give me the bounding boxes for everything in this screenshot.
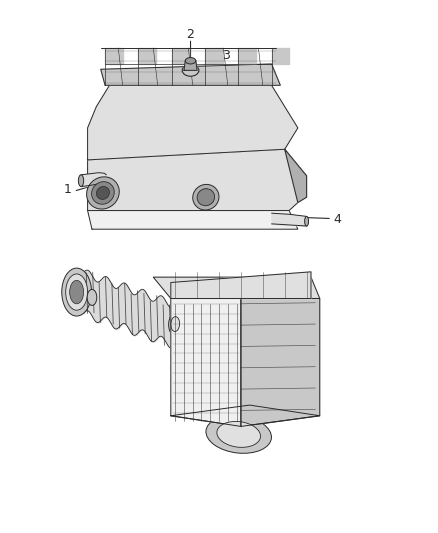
Ellipse shape — [66, 274, 88, 310]
Polygon shape — [101, 64, 280, 85]
Polygon shape — [172, 48, 189, 64]
Polygon shape — [171, 272, 311, 298]
Polygon shape — [171, 405, 320, 426]
Polygon shape — [184, 61, 197, 70]
Polygon shape — [88, 149, 307, 211]
Ellipse shape — [171, 317, 180, 332]
Ellipse shape — [169, 313, 182, 335]
Polygon shape — [171, 298, 241, 426]
Polygon shape — [241, 298, 320, 426]
Polygon shape — [205, 48, 223, 64]
Ellipse shape — [96, 187, 110, 199]
Polygon shape — [88, 211, 298, 229]
Text: 1: 1 — [64, 183, 72, 196]
Ellipse shape — [70, 280, 84, 304]
Ellipse shape — [193, 184, 219, 210]
Ellipse shape — [197, 189, 215, 206]
Polygon shape — [153, 277, 320, 298]
Ellipse shape — [87, 177, 119, 209]
Ellipse shape — [92, 182, 114, 204]
Ellipse shape — [182, 64, 199, 76]
Ellipse shape — [206, 416, 272, 453]
Polygon shape — [105, 48, 123, 64]
Text: 3: 3 — [222, 50, 230, 62]
Polygon shape — [238, 48, 256, 64]
Polygon shape — [272, 48, 289, 64]
Ellipse shape — [185, 58, 196, 64]
Ellipse shape — [217, 422, 261, 447]
Text: 4: 4 — [333, 213, 341, 226]
Ellipse shape — [304, 216, 308, 226]
Polygon shape — [88, 85, 298, 160]
Ellipse shape — [62, 268, 92, 316]
Text: 2: 2 — [187, 28, 194, 41]
Ellipse shape — [78, 175, 84, 187]
Polygon shape — [285, 149, 307, 203]
Ellipse shape — [87, 289, 97, 305]
Polygon shape — [138, 48, 156, 64]
